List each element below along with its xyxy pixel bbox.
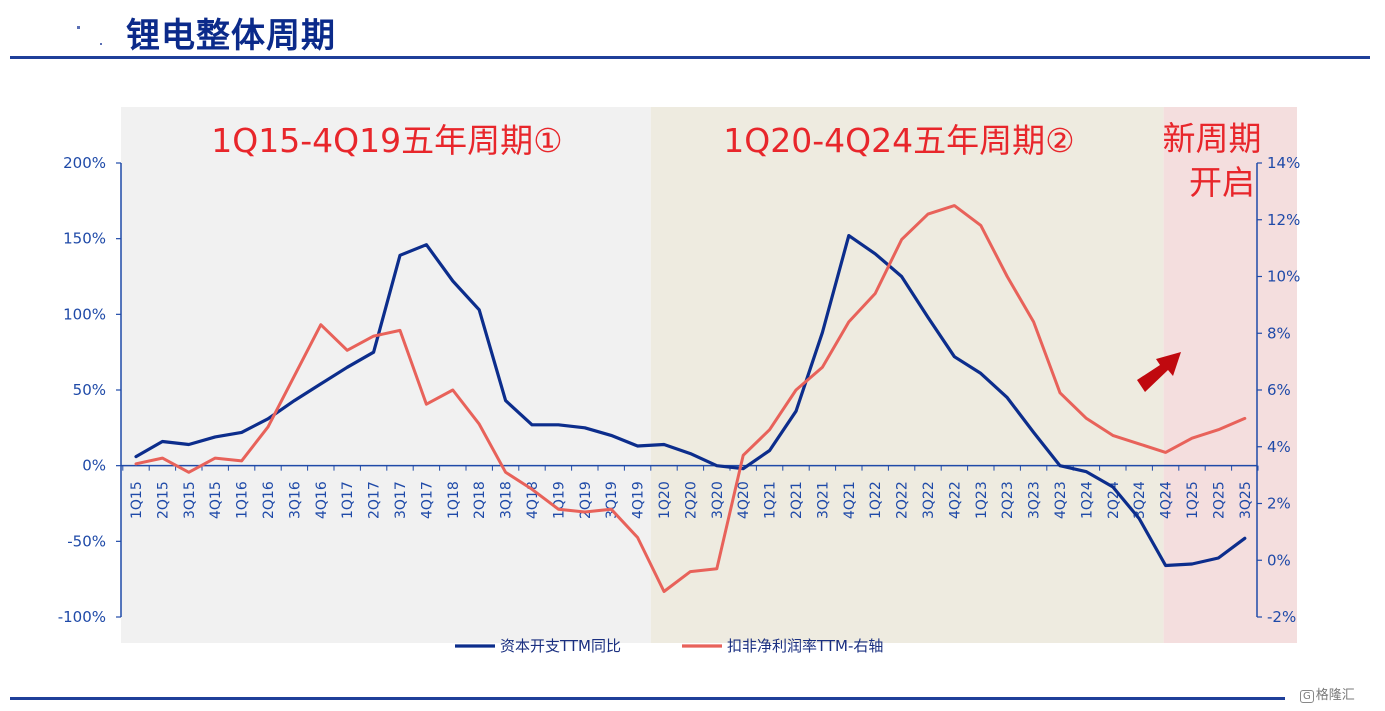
x-axis-tick-label: 3Q17 xyxy=(393,481,409,519)
x-axis-tick-label: 2Q22 xyxy=(895,481,911,519)
right-axis-tick-label: 8% xyxy=(1267,324,1291,342)
x-axis-tick-label: 1Q21 xyxy=(763,481,779,519)
x-axis-tick-label: 1Q22 xyxy=(868,481,884,519)
watermark: G 格隆汇 xyxy=(1300,684,1355,703)
x-axis-tick-label: 1Q25 xyxy=(1185,481,1201,519)
x-axis-tick-label: 2Q19 xyxy=(578,481,594,519)
x-axis-tick-label: 1Q23 xyxy=(974,481,990,519)
watermark-logo-icon: G xyxy=(1300,690,1314,703)
decor-dot xyxy=(100,43,102,45)
x-axis-tick-label: 1Q20 xyxy=(657,481,673,519)
right-axis-tick-label: 14% xyxy=(1267,154,1300,172)
left-axis-tick-label: -100% xyxy=(58,608,106,626)
footer-divider xyxy=(10,697,1285,700)
x-axis-tick-label: 1Q19 xyxy=(551,481,567,519)
x-axis-tick-label: 4Q23 xyxy=(1053,481,1069,519)
legend-label: 扣非净利润率TTM-右轴 xyxy=(727,637,883,655)
region-label-new-cycle-line2: 开启 xyxy=(1189,163,1255,202)
region-labels: 1Q15-4Q19五年周期① 1Q20-4Q24五年周期② 新周期 开启 xyxy=(211,119,1261,202)
x-axis-tick-label: 3Q19 xyxy=(604,481,620,519)
x-axis-tick-label: 4Q16 xyxy=(314,481,330,519)
axes: -100% -50% 0% 50% 100% 150% 200% -2% 0% 2% 4% 6% 8% 1… xyxy=(58,154,1301,626)
decor-dot xyxy=(77,26,80,29)
x-axis-tick-label: 4Q20 xyxy=(736,481,752,519)
x-axis-tick-label: 1Q16 xyxy=(235,481,251,519)
region-background xyxy=(1163,107,1297,643)
right-axis-tick-label: -2% xyxy=(1267,608,1296,626)
x-axis-tick-label: 4Q24 xyxy=(1159,481,1175,519)
x-axis-tick-label: 3Q25 xyxy=(1238,481,1254,519)
x-axis-tick-label: 1Q24 xyxy=(1079,481,1095,519)
x-axis-tick-label: 1Q17 xyxy=(340,481,356,519)
legend-label: 资本开支TTM同比 xyxy=(500,637,621,655)
up-arrow-icon xyxy=(1137,352,1181,392)
legend: 资本开支TTM同比 扣非净利润率TTM-右轴 xyxy=(455,637,883,655)
x-axis-tick-label: 2Q20 xyxy=(683,481,699,519)
x-axis-tick-label: 3Q15 xyxy=(182,481,198,519)
x-axis-tick-label: 4Q21 xyxy=(842,481,858,519)
region-background xyxy=(650,107,1164,643)
right-axis-tick-label: 0% xyxy=(1267,551,1291,569)
x-axis-tick-label: 3Q24 xyxy=(1132,481,1148,519)
left-axis-tick-label: 50% xyxy=(73,381,106,399)
x-axis-tick-label: 3Q22 xyxy=(921,481,937,519)
left-axis-tick-label: 100% xyxy=(63,305,106,323)
x-axis-tick-label: 4Q17 xyxy=(419,481,435,519)
x-axis-tick-label: 2Q17 xyxy=(367,481,383,519)
up-arrow-icon xyxy=(1137,352,1181,392)
x-axis-tick-label: 3Q16 xyxy=(287,481,303,519)
series-line-net-margin xyxy=(134,204,1247,593)
x-axis-tick-label: 4Q22 xyxy=(947,481,963,519)
series-line-capex xyxy=(134,234,1247,568)
right-axis-tick-label: 4% xyxy=(1267,438,1291,456)
x-axis-tick-label: 4Q18 xyxy=(525,481,541,519)
left-axis-tick-label: 200% xyxy=(63,154,106,172)
left-axis-tick-label: -50% xyxy=(67,532,106,550)
left-axis-tick-label: 0% xyxy=(82,457,106,475)
region-background xyxy=(121,107,651,643)
right-axis-tick-label: 12% xyxy=(1267,211,1300,229)
x-axis-tick-label: 4Q19 xyxy=(631,481,647,519)
x-axis-tick-label: 4Q15 xyxy=(208,481,224,519)
region-label-cycle-1: 1Q15-4Q19五年周期① xyxy=(211,121,562,160)
region-backgrounds xyxy=(121,107,1297,643)
x-axis-tick-label: 3Q18 xyxy=(499,481,515,519)
watermark-text: 格隆汇 xyxy=(1315,688,1355,703)
left-axis-tick-label: 150% xyxy=(63,230,106,248)
x-axis-tick-label: 3Q23 xyxy=(1027,481,1043,519)
right-axis-tick-label: 10% xyxy=(1267,268,1300,286)
region-label-new-cycle-line1: 新周期 xyxy=(1163,119,1262,158)
x-axis-tick-label: 2Q25 xyxy=(1211,481,1227,519)
series-lines xyxy=(134,204,1247,593)
x-axis-tick-label: 2Q21 xyxy=(789,481,805,519)
x-axis-tick-label: 1Q18 xyxy=(446,481,462,519)
page-title: 锂电整体周期 xyxy=(126,16,336,56)
x-axis-tick-label: 2Q16 xyxy=(261,481,277,519)
x-axis-tick-label: 2Q23 xyxy=(1000,481,1016,519)
right-axis-tick-label: 6% xyxy=(1267,381,1291,399)
x-axis-tick-label: 3Q20 xyxy=(710,481,726,519)
region-label-cycle-2: 1Q20-4Q24五年周期② xyxy=(723,121,1074,160)
x-axis-tick-label: 2Q15 xyxy=(155,481,171,519)
x-axis-tick-label: 2Q18 xyxy=(472,481,488,519)
title-divider xyxy=(10,56,1370,59)
right-axis-tick-label: 2% xyxy=(1267,495,1291,513)
x-axis-tick-label: 3Q21 xyxy=(815,481,831,519)
x-axis-tick-label: 1Q15 xyxy=(129,481,145,519)
